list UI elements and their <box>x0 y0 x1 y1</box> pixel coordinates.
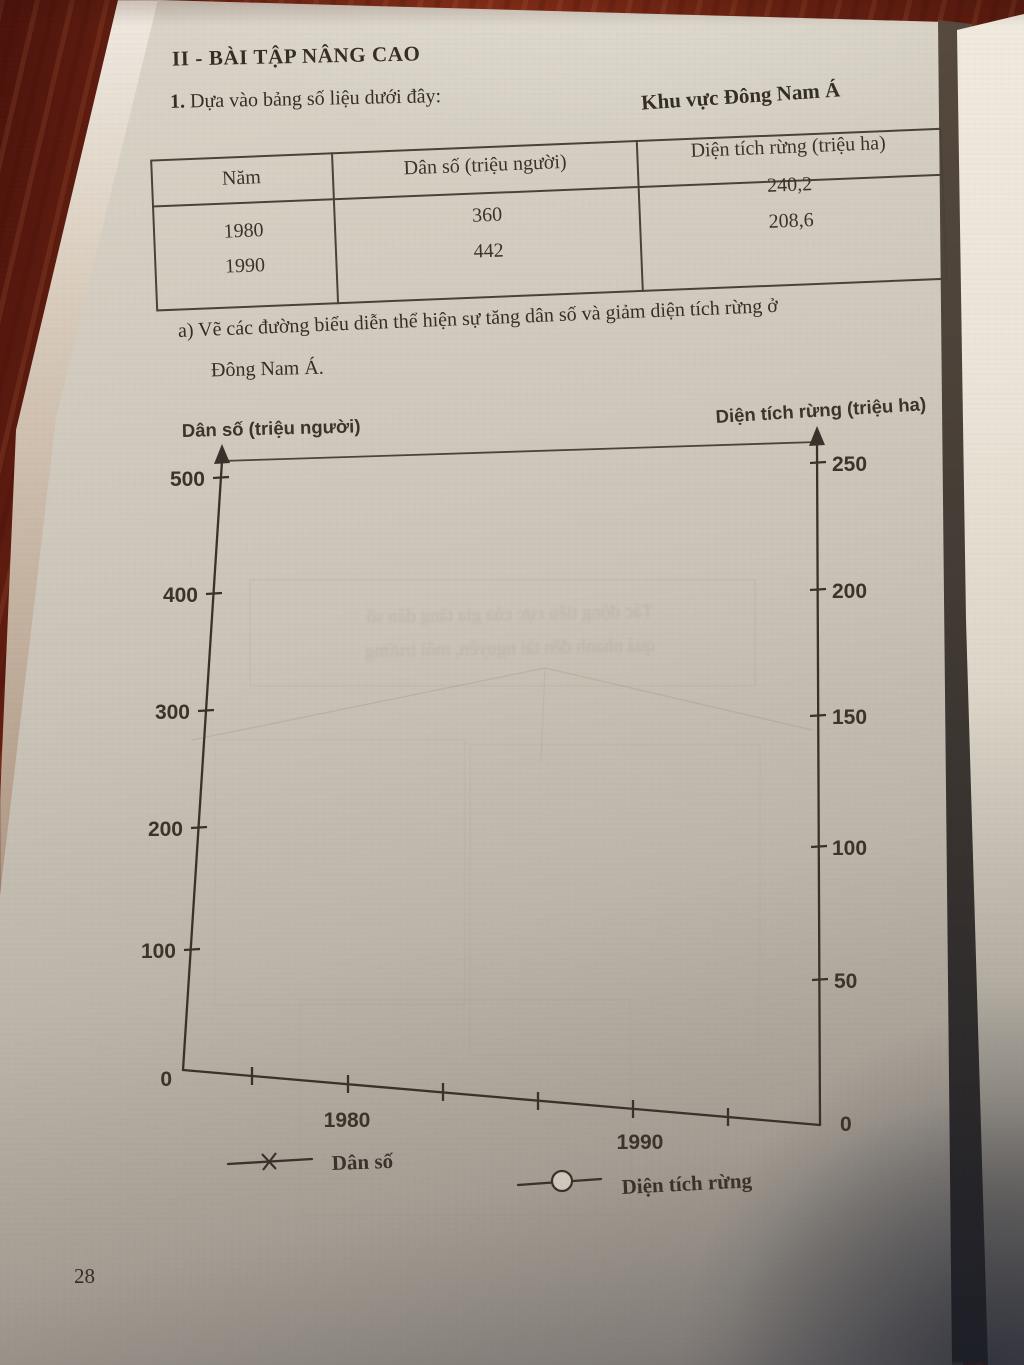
right-tick-label: 50 <box>834 970 857 993</box>
left-axis-arrow-icon <box>214 444 230 464</box>
legend-label-danso: Dân số <box>331 1149 394 1175</box>
left-tick-label: 300 <box>155 701 190 724</box>
left-axis <box>181 459 224 1072</box>
left-axis-title: Dân số (triệu người) <box>182 415 361 441</box>
right-tick-label: 0 <box>840 1113 852 1136</box>
bleed-box-icon <box>249 579 756 687</box>
left-tick-label: 500 <box>170 468 205 491</box>
right-axis-arrow-icon <box>809 426 825 446</box>
x-label-1980: 1980 <box>324 1109 371 1132</box>
legend-line-danso <box>226 1157 314 1166</box>
left-tick <box>197 708 215 713</box>
x-label-1990: 1990 <box>617 1131 664 1154</box>
left-tick-label: 200 <box>148 818 183 841</box>
left-tick <box>205 591 223 596</box>
bleed-box-icon <box>469 744 761 1056</box>
circle-marker-icon <box>550 1169 574 1193</box>
right-tick <box>811 977 829 982</box>
data-table: Năm Dân số (triệu người) Diện tích rừng … <box>150 127 948 312</box>
bleed-box-icon <box>214 739 466 1006</box>
right-tick <box>809 587 827 592</box>
right-tick <box>810 844 828 849</box>
task-a-line2: Đông Nam Á. <box>210 356 325 382</box>
left-tick-label: 100 <box>141 940 176 963</box>
page-number: 28 <box>74 1264 95 1288</box>
right-tick-label: 250 <box>832 453 867 476</box>
right-tick <box>809 713 827 718</box>
bleedthrough-text-2: quá nhanh đến tài nguyên, môi trường <box>364 634 656 663</box>
right-tick <box>809 460 827 465</box>
exercise-number: 1. <box>169 90 186 113</box>
right-axis <box>815 440 822 1127</box>
bleedthrough-text-1: Tác động tiêu cực của gia tăng dân số <box>366 600 654 629</box>
left-tick <box>183 947 201 952</box>
exercise-text: Dựa vào bảng số liệu dưới đây: <box>184 85 442 113</box>
left-tick <box>212 475 230 480</box>
legend-label-rung: Diện tích rừng <box>621 1168 753 1199</box>
right-tick-label: 100 <box>832 837 867 860</box>
left-tick <box>190 825 208 830</box>
right-axis-title: Diện tích rừng (triệu ha) <box>715 393 927 427</box>
left-tick-label: 0 <box>160 1068 172 1091</box>
region-caption: Khu vực Đông Nam Á <box>640 77 841 115</box>
exercise-line: 1. Dựa vào bảng số liệu dưới đây: <box>170 85 442 114</box>
crease-line-icon <box>191 667 813 741</box>
chart-top-frame <box>221 441 818 462</box>
left-tick-label: 400 <box>163 584 198 607</box>
legend-line-rung <box>516 1177 603 1187</box>
crease-line-vertical-icon <box>540 667 546 763</box>
right-tick-label: 150 <box>832 706 867 729</box>
bleed-box-icon <box>299 999 631 1216</box>
right-tick-label: 200 <box>832 580 867 603</box>
section-title: II - BÀI TẬP NÂNG CAO <box>171 41 421 71</box>
x-marker-icon <box>261 1152 277 1171</box>
x-axis <box>181 1068 822 1127</box>
